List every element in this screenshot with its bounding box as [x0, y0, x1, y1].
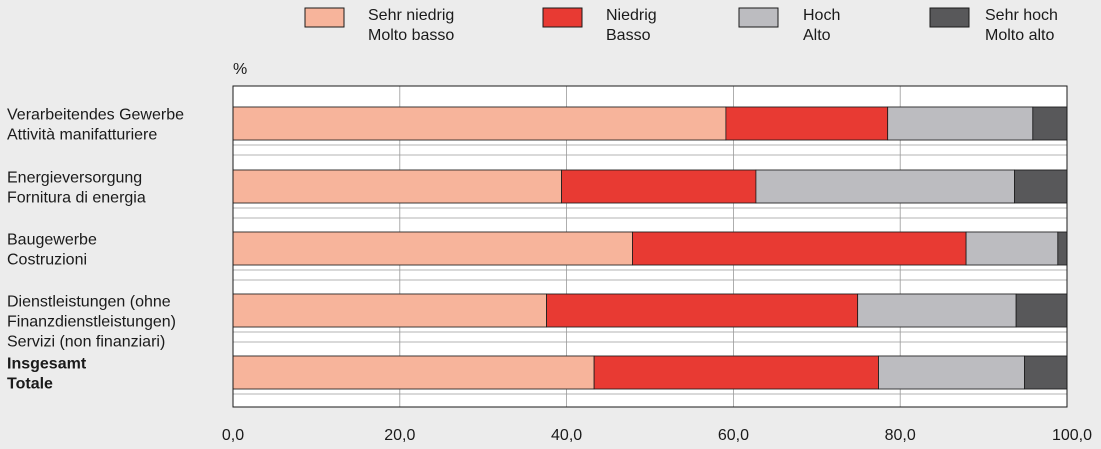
legend-label: Molto alto	[985, 27, 1054, 44]
legend-label: Niedrig	[606, 7, 657, 24]
unit-label: %	[233, 61, 247, 78]
bar-segment	[1057, 231, 1068, 266]
bar-segment	[878, 355, 1025, 390]
x-tick-label: 60,0	[718, 427, 749, 444]
category-label: Insgesamt	[7, 356, 87, 373]
category-label: Verarbeitendes Gewerbe	[7, 107, 184, 124]
legend-swatch	[929, 7, 970, 28]
category-label: Costruzioni	[7, 252, 87, 269]
x-tick-label: 40,0	[551, 427, 582, 444]
bar-segment	[561, 169, 757, 204]
category-labels: Verarbeitendes Gewerbe Attività manifattu…	[7, 107, 184, 393]
legend-label: Hoch	[803, 7, 840, 24]
category-label: Servizi (non finanziari)	[7, 334, 165, 351]
category-label: Fornitura di energia	[7, 190, 146, 207]
bar-segment	[232, 169, 562, 204]
legend-swatch	[738, 7, 779, 28]
legend-label: Alto	[803, 27, 831, 44]
bar-segment	[755, 169, 1015, 204]
plot-area	[232, 85, 1068, 408]
x-tick-label: 80,0	[885, 427, 916, 444]
legend-label: Molto basso	[368, 27, 454, 44]
bar-segment	[593, 355, 879, 390]
x-tick-label: 20,0	[384, 427, 415, 444]
bar-segment	[632, 231, 967, 266]
category-label: Baugewerbe	[7, 232, 97, 249]
x-tick-label: 0,0	[222, 427, 244, 444]
bar-segment	[1032, 106, 1068, 141]
bar-segment	[1014, 169, 1068, 204]
bar-segment	[857, 293, 1017, 328]
legend-label: Sehr hoch	[985, 7, 1058, 24]
x-tick-label: 100,0	[1052, 427, 1092, 444]
bar-segment	[546, 293, 859, 328]
bar-segment	[232, 231, 633, 266]
category-label: Attività manifatturiere	[7, 127, 157, 144]
legend-label: Basso	[606, 27, 651, 44]
category-label: Dienstleistungen (ohne	[7, 294, 171, 311]
bar-segment	[232, 106, 727, 141]
legend: Sehr niedrig Molto basso Niedrig Basso Hoch A…	[304, 7, 1058, 44]
bar-segment	[965, 231, 1059, 266]
legend-swatch	[304, 7, 345, 28]
bar-segment	[887, 106, 1034, 141]
category-label: Totale	[7, 376, 53, 393]
legend-label: Sehr niedrig	[368, 7, 454, 24]
category-label: Finanzdienstleistungen)	[7, 314, 176, 331]
x-tick-labels: 0,0 20,0 40,0 60,0 80,0 100,0	[222, 427, 1092, 444]
bar-segment	[232, 355, 595, 390]
plot-frame	[232, 85, 1068, 408]
bar-segment	[1015, 293, 1068, 328]
bar-segment	[1024, 355, 1068, 390]
bar-segment	[725, 106, 889, 141]
legend-swatch	[542, 7, 583, 28]
bar-segment	[232, 293, 547, 328]
category-label: Energieversorgung	[7, 170, 142, 187]
